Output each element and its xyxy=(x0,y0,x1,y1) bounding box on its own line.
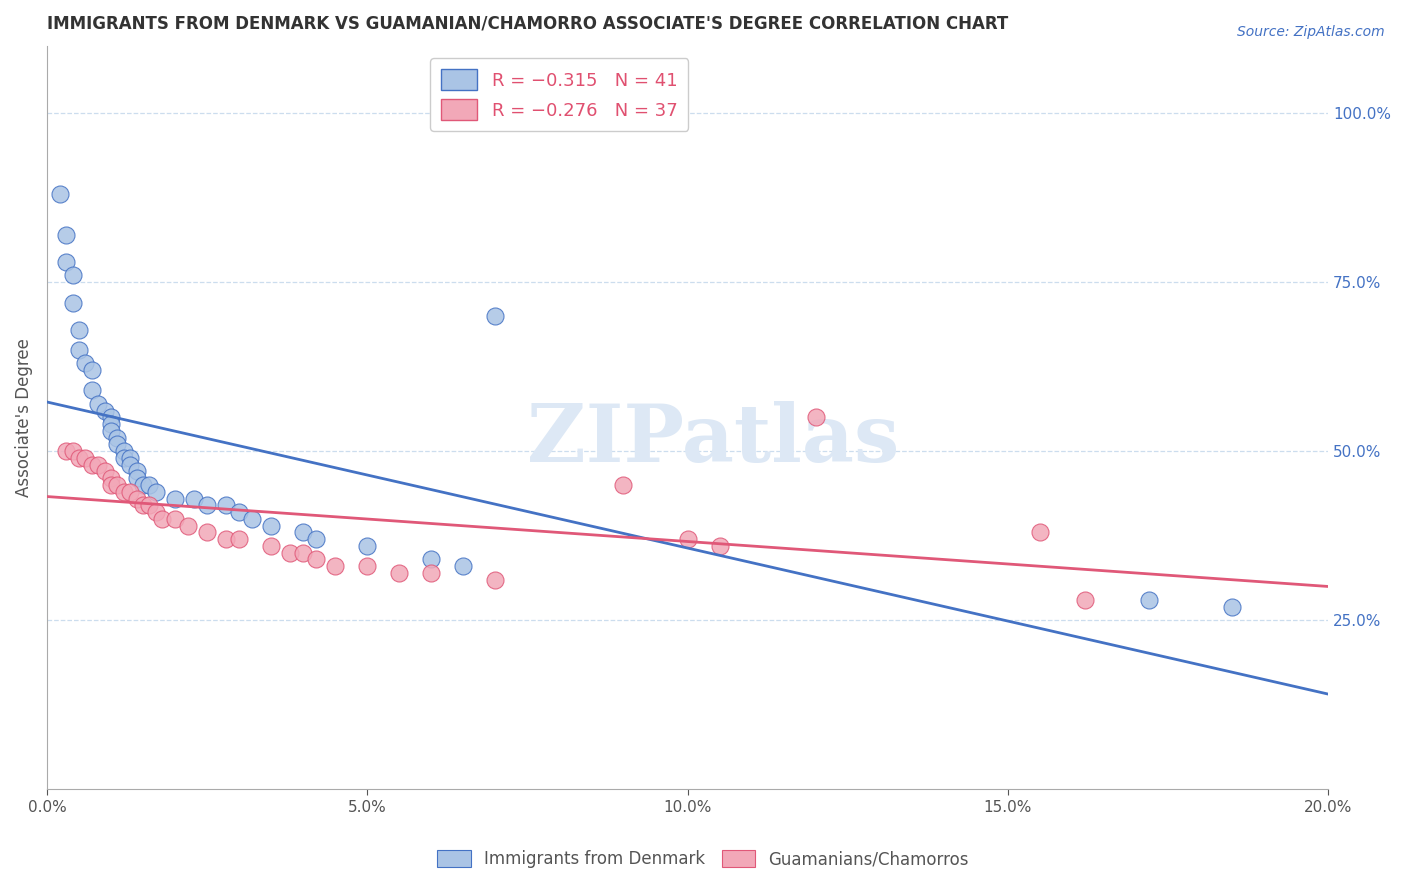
Point xyxy=(132,478,155,492)
Point xyxy=(120,484,142,499)
Point xyxy=(100,417,122,432)
Point xyxy=(138,498,160,512)
Point xyxy=(100,410,122,425)
Point xyxy=(132,498,155,512)
Point xyxy=(105,437,128,451)
Point xyxy=(292,545,315,559)
Text: Source: ZipAtlas.com: Source: ZipAtlas.com xyxy=(1237,25,1385,39)
Point xyxy=(709,539,731,553)
Point xyxy=(260,539,283,553)
Point xyxy=(305,552,328,566)
Point xyxy=(228,505,250,519)
Point xyxy=(215,498,238,512)
Point xyxy=(87,458,110,472)
Point xyxy=(804,410,827,425)
Point xyxy=(105,431,128,445)
Point xyxy=(105,478,128,492)
Point xyxy=(75,450,97,465)
Point xyxy=(120,450,142,465)
Point xyxy=(138,478,160,492)
Point xyxy=(420,566,443,580)
Point xyxy=(93,403,115,417)
Point xyxy=(125,465,148,479)
Point xyxy=(484,573,506,587)
Point xyxy=(1220,599,1243,614)
Text: ZIPatlas: ZIPatlas xyxy=(527,401,900,479)
Point xyxy=(48,187,70,202)
Point xyxy=(87,397,110,411)
Point xyxy=(62,444,84,458)
Point xyxy=(100,424,122,438)
Point xyxy=(80,458,103,472)
Point xyxy=(420,552,443,566)
Point xyxy=(356,559,378,574)
Point xyxy=(228,532,250,546)
Legend: R = −0.315   N = 41, R = −0.276   N = 37: R = −0.315 N = 41, R = −0.276 N = 37 xyxy=(430,58,689,131)
Point xyxy=(356,539,378,553)
Point xyxy=(676,532,699,546)
Point xyxy=(145,505,167,519)
Point xyxy=(177,518,200,533)
Point xyxy=(55,255,77,269)
Point xyxy=(260,518,283,533)
Point xyxy=(67,450,90,465)
Point xyxy=(100,471,122,485)
Point xyxy=(1137,593,1160,607)
Point xyxy=(323,559,346,574)
Text: IMMIGRANTS FROM DENMARK VS GUAMANIAN/CHAMORRO ASSOCIATE'S DEGREE CORRELATION CHA: IMMIGRANTS FROM DENMARK VS GUAMANIAN/CHA… xyxy=(46,15,1008,33)
Point xyxy=(93,465,115,479)
Point xyxy=(388,566,411,580)
Point xyxy=(453,559,475,574)
Point xyxy=(183,491,205,506)
Point xyxy=(55,444,77,458)
Point xyxy=(195,498,218,512)
Point xyxy=(112,444,135,458)
Point xyxy=(145,484,167,499)
Point xyxy=(305,532,328,546)
Point xyxy=(125,471,148,485)
Point xyxy=(240,512,263,526)
Point xyxy=(150,512,173,526)
Point xyxy=(80,384,103,398)
Point xyxy=(163,512,186,526)
Point xyxy=(100,478,122,492)
Point xyxy=(195,525,218,540)
Point xyxy=(112,450,135,465)
Point xyxy=(75,356,97,370)
Point xyxy=(292,525,315,540)
Point xyxy=(1029,525,1052,540)
Point xyxy=(484,309,506,323)
Point xyxy=(55,227,77,242)
Point xyxy=(80,363,103,377)
Y-axis label: Associate's Degree: Associate's Degree xyxy=(15,338,32,497)
Point xyxy=(67,322,90,336)
Point xyxy=(120,458,142,472)
Point xyxy=(215,532,238,546)
Point xyxy=(62,268,84,283)
Point xyxy=(125,491,148,506)
Point xyxy=(1073,593,1095,607)
Point xyxy=(67,343,90,357)
Point xyxy=(163,491,186,506)
Point xyxy=(612,478,634,492)
Legend: Immigrants from Denmark, Guamanians/Chamorros: Immigrants from Denmark, Guamanians/Cham… xyxy=(430,843,976,875)
Point xyxy=(278,545,301,559)
Point xyxy=(62,295,84,310)
Point xyxy=(112,484,135,499)
